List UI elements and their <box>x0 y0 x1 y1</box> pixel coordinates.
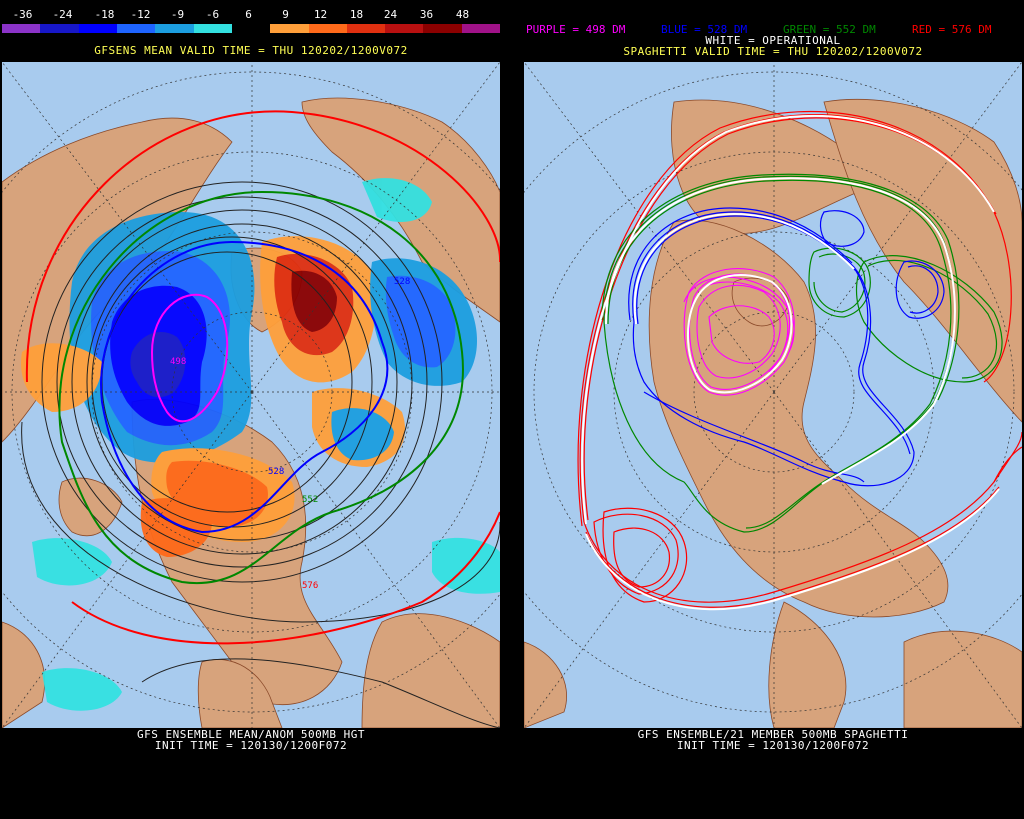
legend-item-purple: PURPLE = 498 DM <box>526 23 626 36</box>
ensemble-mean-map: 498 528 528 552 576 <box>2 62 500 728</box>
legend-label: 48 <box>455 8 470 21</box>
footer-init-time: INIT TIME = 120130/1200F072 <box>154 739 348 752</box>
legend-swatch <box>2 24 41 33</box>
legend-swatch <box>385 24 424 33</box>
legend-label: 24 <box>383 8 398 21</box>
contour-label-layer: 498 528 528 552 576 <box>170 277 410 591</box>
panel-divider <box>502 0 522 819</box>
spaghetti-panel: PURPLE = 498 DM BLUE = 528 DM GREEN = 55… <box>522 0 1024 819</box>
spaghetti-map <box>524 62 1022 728</box>
legend-item-green: GREEN = 552 DM <box>783 23 876 36</box>
footer-product: GFS ENSEMBLE/21 MEMBER 500MB SPAGHETTI <box>637 728 909 741</box>
footer-product: GFS ENSEMBLE MEAN/ANOM 500MB HGT <box>137 728 365 741</box>
legend-swatch <box>270 24 309 33</box>
legend-item-red: RED = 576 DM <box>912 23 992 36</box>
spaghetti-498 <box>683 268 795 396</box>
footer-init-time: INIT TIME = 120130/1200F072 <box>676 739 870 752</box>
legend-swatch <box>423 24 462 33</box>
legend-label: -12 <box>130 8 151 21</box>
legend-swatch <box>308 24 347 33</box>
valid-time-title: GFSENS MEAN VALID TIME = THU 120202/1200… <box>94 44 408 57</box>
legend-swatch <box>461 24 501 33</box>
mean-anomaly-map: 498 528 528 552 576 <box>2 62 500 728</box>
anomaly-legend-labels: -36 -24 -18 -12 -9 -6 6 9 12 18 24 36 48 <box>2 8 500 21</box>
legend-label: 18 <box>349 8 364 21</box>
operational-contours <box>581 114 1000 611</box>
legend-swatch <box>231 24 271 33</box>
legend-label: -6 <box>205 8 220 21</box>
legend-swatch <box>193 24 232 33</box>
contour-label: 528 <box>394 277 410 287</box>
spaghetti-legend: PURPLE = 498 DM BLUE = 528 DM GREEN = 55… <box>522 23 1024 36</box>
legend-label: -9 <box>170 8 185 21</box>
anomaly-shading <box>21 178 500 711</box>
legend-item-blue: BLUE = 528 DM <box>661 23 748 36</box>
legend-swatch <box>78 24 117 33</box>
legend-label: 36 <box>419 8 434 21</box>
valid-time-title: SPAGHETTI VALID TIME = THU 120202/1200V0… <box>623 45 923 58</box>
contour-label: 498 <box>170 357 186 367</box>
legend-label: 6 <box>245 8 252 21</box>
legend-swatch <box>346 24 386 33</box>
legend-swatch <box>116 24 156 33</box>
key-contours <box>25 110 500 645</box>
anomaly-color-bar <box>2 24 501 33</box>
spaghetti-528 <box>628 207 945 487</box>
legend-label: -36 <box>12 8 33 21</box>
legend-swatch <box>40 24 79 33</box>
contour-label: 552 <box>302 495 318 505</box>
contour-label: 576 <box>302 581 318 591</box>
legend-item-white: WHITE = OPERATIONAL <box>705 34 841 47</box>
spaghetti-contour-map <box>524 62 1022 728</box>
legend-label: 9 <box>282 8 289 21</box>
ensemble-mean-panel: -36 -24 -18 -12 -9 -6 6 9 12 18 24 36 48… <box>0 0 502 819</box>
contour-label: 528 <box>268 467 284 477</box>
legend-label: -24 <box>52 8 73 21</box>
legend-label: 12 <box>313 8 328 21</box>
legend-label: -18 <box>94 8 115 21</box>
legend-swatch <box>155 24 194 33</box>
